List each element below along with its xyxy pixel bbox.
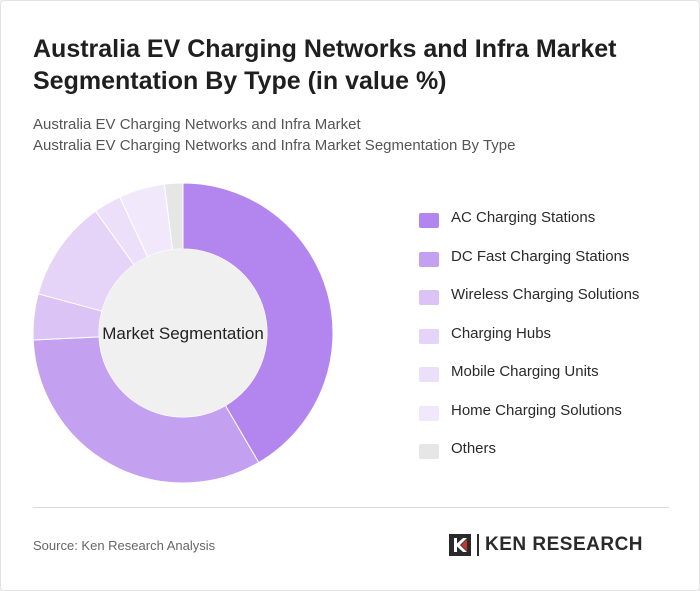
legend-label: Home Charging Solutions	[451, 401, 622, 419]
ken-research-wordmark: KEN RESEARCH	[485, 534, 644, 555]
legend-label: DC Fast Charging Stations	[451, 247, 630, 265]
donut-center-label: Market Segmentation	[102, 324, 264, 343]
legend-label: AC Charging Stations	[451, 209, 596, 226]
ken-research-logo: KEN RESEARCH	[448, 531, 643, 559]
legend-swatch	[419, 290, 439, 305]
legend-swatch	[419, 328, 439, 344]
legend-swatch	[419, 251, 439, 267]
footer-divider	[33, 507, 669, 508]
donut-center	[99, 249, 267, 417]
legend-swatch	[419, 367, 439, 382]
chart-subtitle: Australia EV Charging Networks and Infra…	[33, 114, 673, 156]
subtitle-line-2: Australia EV Charging Networks and Infra…	[33, 137, 516, 154]
donut-chart: Market Segmentation	[32, 182, 334, 484]
subtitle-line-1: Australia EV Charging Networks and Infra…	[33, 116, 361, 133]
legend-swatch	[419, 405, 439, 421]
legend-label: Charging Hubs	[451, 324, 552, 342]
ken-research-logo-icon	[449, 534, 471, 556]
legend-label: Wireless Charging Solutions	[451, 286, 640, 303]
source-note: Source: Ken Research Analysis	[33, 538, 216, 553]
legend-label: Others	[451, 440, 497, 457]
legend-label: Mobile Charging Units	[451, 363, 599, 380]
logo-separator	[477, 534, 479, 556]
chart-title: Australia EV Charging Networks and Infra…	[33, 35, 617, 95]
legend-swatch	[419, 213, 439, 228]
legend-swatch	[419, 444, 439, 459]
